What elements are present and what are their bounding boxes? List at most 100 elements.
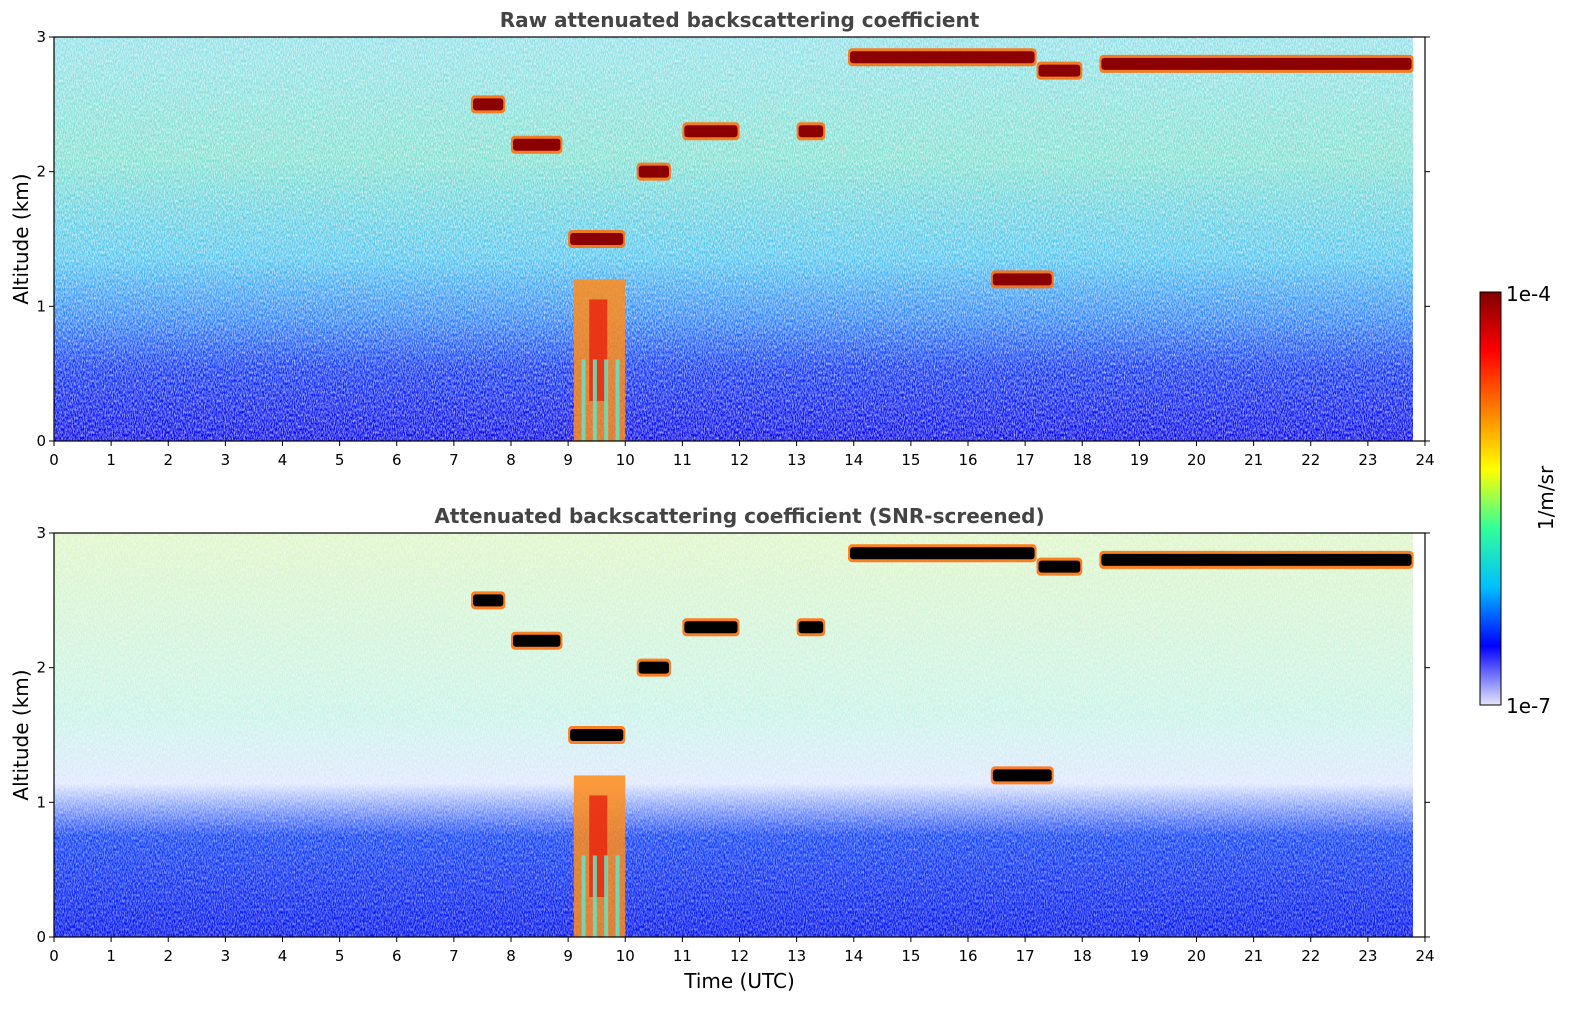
y-tick-label: 3 <box>36 28 46 46</box>
y-tick-label: 2 <box>36 163 46 181</box>
x-tick-label: 15 <box>901 947 920 965</box>
x-tick-label: 13 <box>787 451 806 469</box>
x-tick-label: 14 <box>844 451 863 469</box>
x-tick-label: 10 <box>616 947 635 965</box>
x-tick-label: 15 <box>901 451 920 469</box>
y-tick-label: 3 <box>36 524 46 542</box>
cloud-layer-mark <box>850 51 1035 64</box>
x-tick-label: 2 <box>163 947 173 965</box>
x-tick-label: 22 <box>1301 451 1320 469</box>
precipitation-streak <box>592 359 597 441</box>
x-tick-label: 17 <box>1016 451 1035 469</box>
x-tick-label: 19 <box>1130 451 1149 469</box>
x-tick-label: 18 <box>1073 947 1092 965</box>
colorbar-min-label: 1e-7 <box>1506 694 1551 718</box>
colorbar-max-label: 1e-4 <box>1506 282 1551 306</box>
precipitation-streak <box>615 359 620 441</box>
x-tick-label: 21 <box>1244 947 1263 965</box>
colorbar: 1e-4 1e-7 1/m/sr <box>1479 282 1558 718</box>
cloud-layer-mark <box>684 125 738 138</box>
x-tick-label: 4 <box>278 947 288 965</box>
x-tick-label: 0 <box>49 451 59 469</box>
cloud-layer-mark <box>570 233 624 245</box>
y-tick-label: 2 <box>36 659 46 677</box>
precipitation-streak <box>592 855 597 937</box>
x-tick-label: 23 <box>1358 451 1377 469</box>
x-tick-label: 9 <box>563 947 573 965</box>
x-tick-label: 3 <box>221 947 231 965</box>
x-tick-label: 24 <box>1415 947 1434 965</box>
x-tick-label: 11 <box>673 451 692 469</box>
x-tick-label: 3 <box>221 451 231 469</box>
precipitation-streak <box>581 359 586 441</box>
y-tick-label: 1 <box>36 793 46 811</box>
x-tick-label: 5 <box>335 947 345 965</box>
cloud-layer-mark <box>473 98 504 111</box>
y-axis-label: Altitude (km) <box>9 669 33 800</box>
no-data-region <box>1413 37 1425 441</box>
y-tick-label: 0 <box>36 432 46 450</box>
x-tick-label: 20 <box>1187 947 1206 965</box>
y-tick-label: 0 <box>36 928 46 946</box>
raw-backscatter-panel: Raw attenuated backscattering coefficien… <box>9 8 1435 469</box>
x-tick-label: 8 <box>506 451 516 469</box>
snr-screened-panel: Attenuated backscattering coefficient (S… <box>9 504 1435 993</box>
x-tick-label: 4 <box>278 451 288 469</box>
cloud-layer-mark <box>798 125 824 138</box>
heatmap-noise <box>54 533 1425 937</box>
cloud-layer-mark <box>513 634 561 647</box>
no-data-region <box>1413 533 1425 937</box>
cloud-layer-mark <box>473 594 504 607</box>
chart-title: Raw attenuated backscattering coefficien… <box>500 8 980 32</box>
x-tick-label: 6 <box>392 451 402 469</box>
x-tick-label: 9 <box>563 451 573 469</box>
chart-title: Attenuated backscattering coefficient (S… <box>434 504 1044 528</box>
x-tick-label: 10 <box>616 451 635 469</box>
cloud-layer-mark <box>638 661 669 674</box>
x-tick-label: 11 <box>673 947 692 965</box>
x-tick-label: 1 <box>106 451 116 469</box>
x-tick-label: 8 <box>506 947 516 965</box>
x-tick-label: 16 <box>958 947 977 965</box>
x-tick-label: 20 <box>1187 451 1206 469</box>
cloud-layer-mark <box>570 729 624 741</box>
x-axis-label: Time (UTC) <box>683 969 795 993</box>
colorbar-gradient <box>1479 291 1502 706</box>
x-tick-label: 5 <box>335 451 345 469</box>
precipitation-streak <box>604 359 609 441</box>
heatmap-noise <box>54 37 1425 441</box>
x-tick-label: 1 <box>106 947 116 965</box>
cloud-layer-mark <box>798 621 824 634</box>
x-tick-label: 2 <box>163 451 173 469</box>
cloud-layer-mark <box>1101 57 1412 70</box>
cloud-layer-mark <box>1038 64 1081 77</box>
x-tick-label: 14 <box>844 947 863 965</box>
heatmap-area <box>54 37 1425 441</box>
x-tick-label: 13 <box>787 947 806 965</box>
cloud-layer-mark <box>992 273 1052 286</box>
x-tick-label: 6 <box>392 947 402 965</box>
x-tick-label: 0 <box>49 947 59 965</box>
cloud-layer-mark <box>1038 560 1081 573</box>
heatmap-area <box>54 533 1425 937</box>
x-tick-label: 12 <box>730 451 749 469</box>
x-tick-label: 24 <box>1415 451 1434 469</box>
x-tick-label: 16 <box>958 451 977 469</box>
x-tick-label: 7 <box>449 451 459 469</box>
cloud-layer-mark <box>992 769 1052 782</box>
precipitation-streak <box>581 855 586 937</box>
x-tick-label: 19 <box>1130 947 1149 965</box>
cloud-layer-mark <box>513 138 561 151</box>
x-tick-label: 18 <box>1073 451 1092 469</box>
x-tick-label: 17 <box>1016 947 1035 965</box>
x-tick-label: 22 <box>1301 947 1320 965</box>
y-tick-label: 1 <box>36 297 46 315</box>
cloud-layer-mark <box>638 165 669 178</box>
x-tick-label: 21 <box>1244 451 1263 469</box>
precipitation-streak <box>604 855 609 937</box>
cloud-layer-mark <box>1101 553 1412 566</box>
colorbar-unit-label: 1/m/sr <box>1534 465 1558 530</box>
x-tick-label: 7 <box>449 947 459 965</box>
x-tick-label: 12 <box>730 947 749 965</box>
